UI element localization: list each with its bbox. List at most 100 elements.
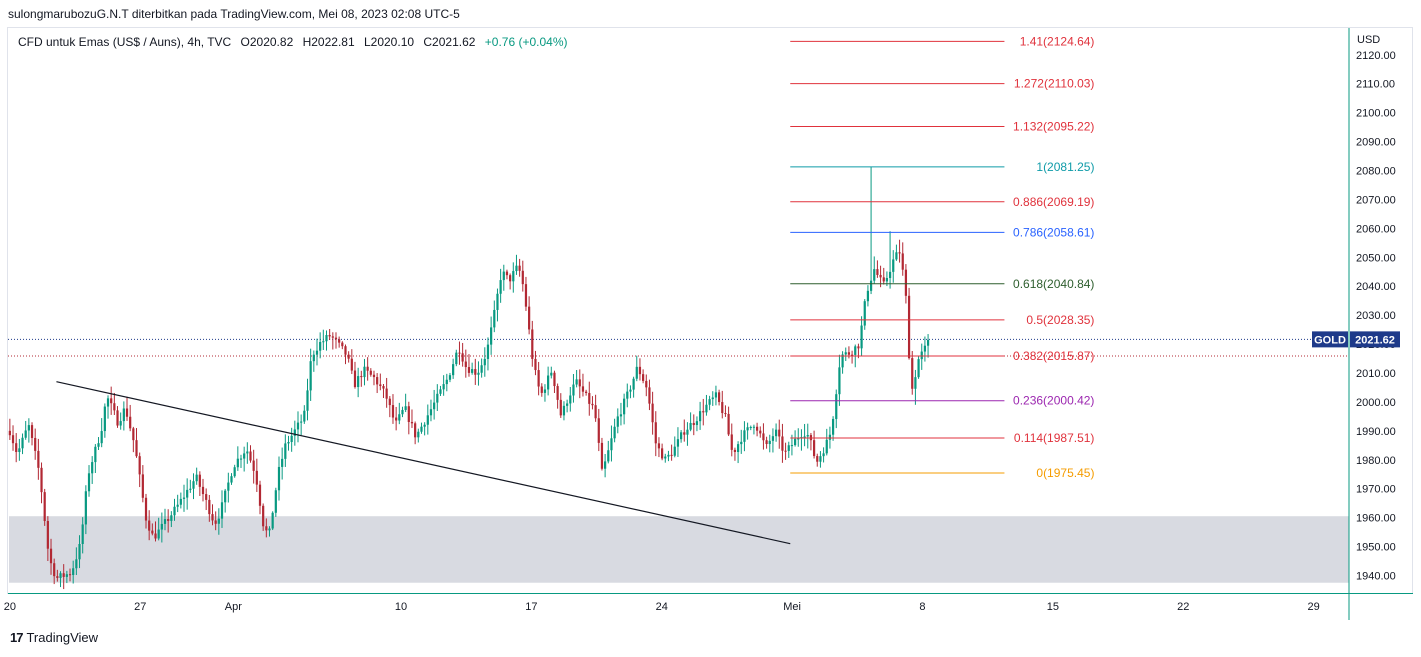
candle-body (287, 442, 290, 444)
ohlc-close: C2021.62 (423, 35, 476, 49)
candle-body (173, 506, 176, 516)
candle-body (59, 573, 62, 578)
candle-body (778, 429, 781, 437)
price-tick-label: 2000.00 (1356, 397, 1396, 409)
tradingview-logo[interactable]: 17 TradingView (10, 630, 98, 645)
price-tick-label: 1980.00 (1356, 455, 1396, 467)
candle-body (518, 265, 521, 271)
symbol-legend: CFD untuk Emas (US$ / Auns), 4h, TVC O20… (18, 35, 574, 49)
candle-body (429, 409, 433, 416)
symbol-name: CFD untuk Emas (US$ / Auns), 4h, TVC (18, 35, 232, 49)
candle-body (255, 470, 258, 485)
candle-body (195, 474, 198, 482)
candle-body (258, 484, 262, 506)
candle-body (797, 438, 800, 440)
candle-body (604, 461, 607, 469)
candle-body (208, 499, 211, 515)
candle-body (540, 386, 543, 393)
fib-level-label: 1.41(2124.64) (1020, 34, 1095, 48)
candle-body (483, 358, 486, 366)
candle-body (803, 436, 806, 438)
current-price-tag[interactable] (1350, 331, 1400, 348)
candle-body (866, 290, 870, 302)
candle-body (774, 429, 778, 437)
candle-body (588, 392, 591, 404)
candle-body (531, 329, 534, 359)
candle-body (575, 379, 578, 385)
candle-body (901, 253, 904, 270)
current-price-tag-label: 2021.62 (1355, 334, 1395, 346)
candle-body (129, 416, 132, 429)
candle-body (341, 342, 344, 347)
publisher-line: sulongmarubozuG.N.T diterbitkan pada Tra… (8, 7, 460, 21)
candle-body (103, 406, 106, 432)
candle-body (752, 426, 756, 428)
candle-body (309, 361, 312, 391)
ohlc-high: H2022.81 (302, 35, 355, 49)
candle-body (464, 361, 467, 368)
price-tick-label: 2090.00 (1356, 137, 1396, 149)
candle-body (53, 563, 56, 577)
candle-body (847, 352, 851, 355)
candle-body (705, 404, 708, 413)
candle-body (148, 520, 151, 531)
axes-layer: USD 1940.00 1950.00 1960.00 1970.00 1980.00 19… (4, 28, 1413, 620)
candle-body (113, 403, 116, 411)
candle-body (331, 336, 334, 338)
candle-body (18, 448, 21, 453)
candle-body (509, 275, 512, 282)
candle-body (648, 387, 651, 404)
time-tick-label: 27 (134, 601, 146, 613)
candle-body (572, 384, 575, 396)
time-tick-label: 15 (1047, 601, 1059, 613)
candle-body (360, 376, 363, 378)
candle-body (610, 438, 613, 451)
candle-body (151, 530, 154, 534)
ohlc-change: +0.76 (+0.04%) (484, 35, 568, 49)
trendline[interactable] (56, 381, 791, 545)
candle-body (825, 439, 828, 454)
candle-body (170, 515, 173, 521)
candle-body (372, 374, 376, 378)
price-lines-layer (8, 338, 1349, 357)
price-tick-label: 1950.00 (1356, 542, 1396, 554)
candle-body (534, 358, 537, 371)
candle-body (369, 370, 372, 375)
price-tick-label: 1960.00 (1356, 513, 1396, 525)
candle-body (733, 449, 737, 452)
candle-body (84, 491, 87, 525)
candle-body (569, 395, 572, 404)
candle-body (11, 435, 15, 444)
candle-body (268, 528, 271, 531)
currency-label: USD (1357, 34, 1380, 46)
candle-body (467, 367, 471, 373)
fib-level-label: 1.132(2095.22) (1013, 119, 1094, 133)
candle-body (382, 386, 385, 389)
candle-body (284, 443, 287, 459)
candle-body (306, 390, 309, 411)
candle-body (436, 393, 439, 403)
candle-body (594, 405, 597, 419)
candle-body (91, 462, 94, 474)
fib-level-label: 1.272(2110.03) (1014, 77, 1095, 91)
trendline-layer (56, 381, 791, 545)
symbol-tag[interactable] (1312, 331, 1348, 348)
time-tick-label: 22 (1177, 601, 1189, 613)
candle-body (192, 481, 195, 489)
candle-body (863, 301, 866, 326)
candle-body (395, 417, 398, 421)
candle-body (423, 424, 426, 427)
candle-body (230, 476, 233, 483)
candle-body (591, 403, 594, 406)
candle-body (860, 325, 863, 349)
candle-body (816, 456, 819, 462)
candle-body (179, 498, 182, 505)
candle-body (547, 375, 550, 390)
candle-body (410, 421, 414, 424)
candle-body (695, 421, 699, 426)
candle-body (698, 411, 702, 422)
candle-body (312, 354, 315, 362)
candle-body (227, 482, 230, 491)
candle-body (711, 397, 714, 400)
